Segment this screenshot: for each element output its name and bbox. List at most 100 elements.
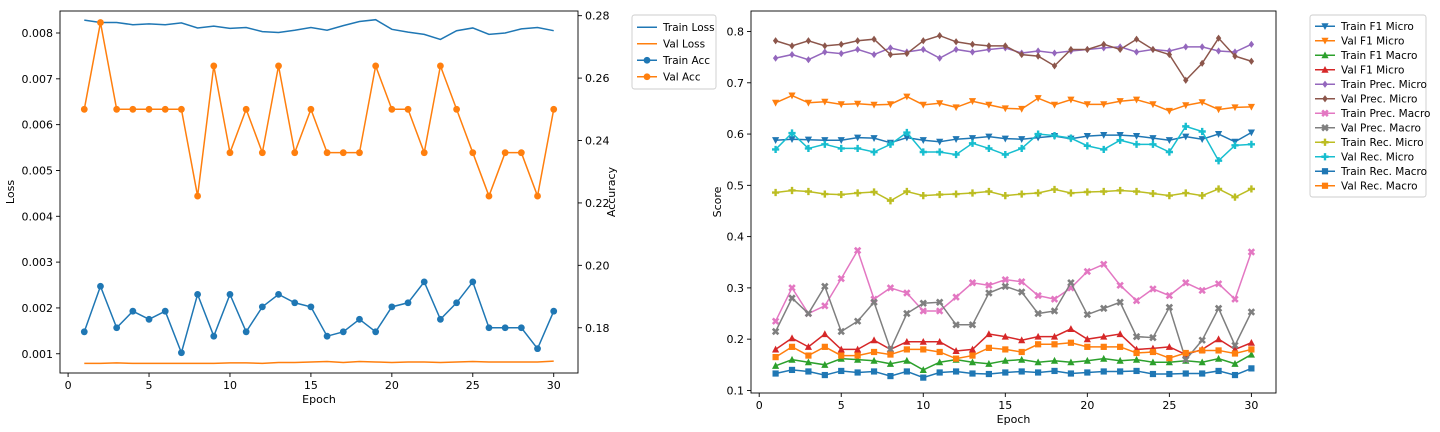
data-point-val-f1-micro xyxy=(854,345,862,353)
y-axis-label: Score xyxy=(711,186,724,217)
legend-label: Train Prec. Macro xyxy=(1340,108,1430,120)
data-point-train-prec-macro xyxy=(837,274,845,283)
data-point-val-prec-macro xyxy=(1165,303,1174,312)
data-point-val-rec-micro xyxy=(1198,127,1206,136)
legend-item-train-f1-macro: Train F1 Macro xyxy=(1315,50,1417,62)
data-point-train-prec-macro xyxy=(1034,291,1042,300)
legend-item-val-rec-macro: Val Rec. Macro xyxy=(1315,181,1418,193)
data-point-train-rec-micro xyxy=(1182,189,1190,197)
data-point-val-acc xyxy=(80,105,88,113)
data-point-train-prec-macro xyxy=(788,284,796,292)
legend-item-val-acc: Val Acc xyxy=(637,72,701,84)
data-point-train-f1-micro xyxy=(821,137,829,144)
data-point-train-acc xyxy=(242,328,250,336)
data-point-train-acc xyxy=(307,303,315,311)
data-point-val-rec-macro xyxy=(821,343,828,350)
series-train-prec-macro xyxy=(771,246,1256,325)
y-tick-label: 0.6 xyxy=(727,128,745,141)
legend-marker xyxy=(1321,168,1329,175)
data-point-train-acc xyxy=(145,315,153,323)
data-point-val-rec-macro xyxy=(1231,350,1239,357)
data-point-val-f1-micro xyxy=(772,345,780,353)
data-point-val-rec-macro xyxy=(1035,341,1042,348)
data-point-train-prec-macro xyxy=(1149,285,1157,293)
legend-label: Train Rec. Macro xyxy=(1340,166,1427,178)
data-point-val-acc xyxy=(97,19,104,26)
data-point-val-f1-micro xyxy=(788,334,796,342)
legend-box xyxy=(631,14,717,90)
data-point-train-prec-micro xyxy=(1183,43,1189,51)
data-point-train-f1-macro xyxy=(1247,350,1255,358)
data-point-train-prec-micro xyxy=(838,49,844,58)
data-point-val-f1-micro xyxy=(1132,96,1141,104)
data-point-train-acc xyxy=(372,328,380,336)
data-point-train-rec-micro xyxy=(968,189,977,197)
data-point-val-rec-micro xyxy=(1247,140,1255,148)
x-tick-label: 15 xyxy=(304,379,318,392)
data-point-train-prec-macro xyxy=(1214,280,1223,288)
legend-marker xyxy=(1322,80,1328,88)
legend-label: Val Rec. Micro xyxy=(1341,152,1414,164)
series-line-val-prec-macro xyxy=(774,281,1253,362)
data-point-train-f1-micro xyxy=(1132,133,1141,140)
data-point-train-prec-micro xyxy=(822,48,828,56)
data-point-val-prec-micro xyxy=(1150,45,1156,54)
data-point-val-acc xyxy=(291,149,299,157)
data-point-train-acc xyxy=(339,328,347,336)
data-point-val-prec-micro xyxy=(1232,52,1238,60)
data-point-train-f1-macro xyxy=(1214,354,1223,362)
data-point-train-f1-macro xyxy=(772,362,780,369)
data-point-val-rec-micro xyxy=(788,129,796,137)
data-point-val-prec-micro xyxy=(789,42,795,50)
series-line-val-f1-micro xyxy=(775,328,1252,356)
data-point-train-prec-micro xyxy=(854,45,861,54)
data-point-val-f1-micro xyxy=(1247,338,1255,346)
x-tick-label: 20 xyxy=(1080,399,1094,412)
data-point-train-rec-micro xyxy=(854,189,862,197)
legend-marker xyxy=(1321,138,1329,146)
data-point-val-rec-macro xyxy=(969,352,976,359)
data-point-train-f1-micro xyxy=(772,137,780,144)
data-point-train-prec-macro xyxy=(1083,267,1092,276)
data-point-train-rec-micro xyxy=(919,191,927,200)
data-point-train-f1-micro xyxy=(903,134,911,142)
data-point-val-prec-macro xyxy=(1198,336,1206,344)
data-point-val-acc xyxy=(372,62,380,70)
data-point-val-rec-micro xyxy=(936,148,944,156)
data-point-val-prec-macro xyxy=(935,298,944,306)
data-point-val-rec-micro xyxy=(1132,140,1141,148)
data-point-train-rec-macro xyxy=(838,367,845,375)
data-point-val-f1-micro xyxy=(1067,325,1075,332)
data-point-val-rec-macro xyxy=(1067,339,1075,346)
data-point-val-rec-macro xyxy=(1199,347,1206,354)
data-point-train-rec-micro xyxy=(1050,185,1059,194)
legend-marker xyxy=(1321,51,1329,59)
data-point-train-rec-macro xyxy=(1051,367,1058,375)
data-point-train-f1-micro xyxy=(1001,135,1009,143)
data-point-train-rec-macro xyxy=(1182,370,1189,377)
data-point-val-f1-micro xyxy=(804,343,813,350)
y-tick-label: 0.004 xyxy=(22,210,54,223)
data-point-val-rec-macro xyxy=(936,348,943,356)
y-tick-label: 0.001 xyxy=(22,348,54,361)
data-point-val-prec-macro xyxy=(1067,279,1075,287)
data-point-val-f1-micro xyxy=(870,336,878,344)
y-tick-label: 0.3 xyxy=(727,282,745,295)
legend-item-val-prec-micro: Val Prec. Micro xyxy=(1315,94,1417,106)
legend-item-val-f1-micro: Val F1 Micro xyxy=(1315,36,1404,48)
data-point-train-prec-micro xyxy=(953,45,959,54)
series-line-val-loss xyxy=(84,360,554,365)
data-point-train-rec-micro xyxy=(952,190,960,198)
series-val-rec-micro xyxy=(772,122,1255,165)
data-point-val-rec-micro xyxy=(1034,130,1042,138)
data-point-train-f1-micro xyxy=(952,136,960,143)
data-point-train-f1-macro xyxy=(1050,356,1059,364)
data-point-train-rec-macro xyxy=(1231,371,1239,379)
data-point-val-prec-macro xyxy=(1132,332,1141,341)
data-point-val-rec-micro xyxy=(1001,150,1009,159)
series-val-acc xyxy=(80,19,558,200)
data-point-val-prec-macro xyxy=(870,298,878,306)
data-point-train-rec-micro xyxy=(1116,186,1124,195)
data-point-train-rec-macro xyxy=(1166,370,1173,378)
series-line-val-prec-micro xyxy=(775,34,1252,82)
